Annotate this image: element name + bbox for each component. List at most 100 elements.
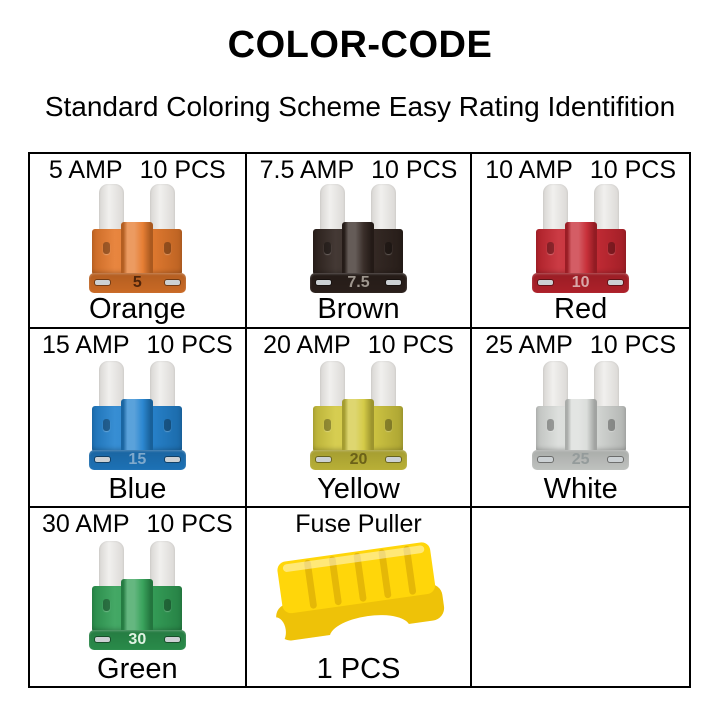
cell-header: Fuse Puller <box>295 510 422 539</box>
fuse-rivet <box>164 419 172 432</box>
fuse-rivet <box>546 419 554 432</box>
fuse-body <box>313 399 404 453</box>
fuse-band: 30 <box>88 630 186 651</box>
fuse-band: 20 <box>309 450 407 471</box>
color-name: Brown <box>317 293 400 326</box>
fuse-rivet <box>324 419 332 432</box>
fuse-grid: 5 AMP 10 PCS 5 Orange 7.5 AMP <box>28 152 691 688</box>
cell-header: 5 AMP 10 PCS <box>48 156 226 184</box>
cell-red: 10 AMP 10 PCS 10 Red <box>472 154 689 329</box>
fuse-contact-slot <box>385 457 401 463</box>
color-name: Red <box>554 293 608 326</box>
color-name: Green <box>97 652 178 685</box>
cell-yellow: 20 AMP 10 PCS 20 Yellow <box>246 328 473 509</box>
fuse-contact-slot <box>538 280 554 286</box>
fuse-bridge <box>121 222 154 276</box>
page-subtitle: Standard Coloring Scheme Easy Rating Ide… <box>44 91 676 122</box>
piece-count: 10 PCS <box>589 330 677 359</box>
fuse-image-green: 30 <box>87 541 187 651</box>
cell-header: 7.5 AMP 10 PCS <box>259 156 458 184</box>
cell-header: 20 AMP 10 PCS <box>263 330 454 359</box>
fuse-amp-number: 20 <box>349 451 368 469</box>
fuse-amp-number: 15 <box>128 451 147 469</box>
fuse-amp-number: 7.5 <box>347 274 370 292</box>
piece-count: 10 PCS <box>146 510 233 539</box>
fuse-contact-slot <box>94 637 110 643</box>
fuse-contact-slot <box>315 280 331 286</box>
fuse-band: 10 <box>532 273 630 294</box>
fuse-band: 15 <box>88 450 186 471</box>
piece-count: 10 PCS <box>139 156 226 184</box>
fuse-body <box>92 222 183 276</box>
fuse-image-white: 25 <box>531 361 631 471</box>
cell-fuse-puller: Fuse Puller <box>247 508 473 686</box>
amp-rating: 10 AMP <box>485 156 573 184</box>
cell-green: 30 AMP 10 PCS 30 Green <box>30 508 247 686</box>
fuse-rivet <box>164 599 172 612</box>
fuse-image-blue: 15 <box>87 361 187 471</box>
fuse-bridge <box>564 399 597 453</box>
fuse-contact-slot <box>608 280 624 286</box>
fuse-bridge <box>342 399 375 453</box>
cell-empty <box>472 508 689 686</box>
fuse-amp-number: 30 <box>128 631 147 649</box>
fuse-contact-slot <box>608 457 624 463</box>
fuse-rivet <box>103 242 111 255</box>
fuse-bridge <box>121 579 154 633</box>
cell-header: 30 AMP 10 PCS <box>42 510 233 539</box>
fuse-band: 7.5 <box>309 273 407 294</box>
fuse-bridge <box>121 399 154 453</box>
fuse-body <box>92 399 183 453</box>
piece-count: 10 PCS <box>367 330 454 359</box>
cell-orange: 5 AMP 10 PCS 5 Orange <box>30 154 247 329</box>
fuse-rivet <box>385 419 393 432</box>
fuse-image-orange: 5 <box>87 184 187 294</box>
fuse-rivet <box>546 242 554 255</box>
fuse-contact-slot <box>164 457 180 463</box>
fuse-contact-slot <box>94 457 110 463</box>
fuse-bridge <box>342 222 375 276</box>
piece-count: 10 PCS <box>146 330 233 359</box>
fuse-puller-title: Fuse Puller <box>295 510 422 539</box>
fuse-contact-slot <box>94 280 110 286</box>
fuse-puller-image <box>268 541 445 650</box>
fuse-amp-number: 10 <box>571 274 590 292</box>
color-name: White <box>543 472 618 505</box>
amp-rating: 15 AMP <box>41 330 130 359</box>
fuse-bridge <box>564 222 597 276</box>
fuse-amp-number: 5 <box>132 274 142 292</box>
cell-blue: 15 AMP 10 PCS 15 Blue <box>30 328 247 509</box>
fuse-contact-slot <box>385 280 401 286</box>
cell-header: 15 AMP 10 PCS <box>41 330 233 359</box>
cell-header: 25 AMP 10 PCS <box>485 330 677 359</box>
fuse-contact-slot <box>164 637 180 643</box>
fuse-body <box>313 222 404 276</box>
fuse-rivet <box>164 242 172 255</box>
color-name: Yellow <box>317 472 400 505</box>
page-title: COLOR-CODE <box>227 24 493 66</box>
color-name: Orange <box>88 293 186 326</box>
fuse-band: 25 <box>532 450 630 471</box>
fuse-rivet <box>103 419 111 432</box>
color-name: Blue <box>108 472 167 505</box>
amp-rating: 5 AMP <box>48 156 123 184</box>
fuse-rivet <box>103 599 111 612</box>
fuse-contact-slot <box>164 280 180 286</box>
fuse-image-red: 10 <box>531 184 631 294</box>
fuse-body <box>535 222 626 276</box>
amp-rating: 7.5 AMP <box>259 156 355 184</box>
cell-white: 25 AMP 10 PCS 25 White <box>472 329 689 509</box>
fuse-image-yellow: 20 <box>308 361 408 471</box>
piece-count: 10 PCS <box>589 156 677 184</box>
fuse-band: 5 <box>88 273 186 294</box>
fuse-body <box>535 399 626 453</box>
fuse-body <box>92 579 183 633</box>
cell-header: 10 AMP 10 PCS <box>485 156 677 184</box>
fuse-contact-slot <box>538 457 554 463</box>
fuse-amp-number: 25 <box>571 451 590 469</box>
piece-count: 10 PCS <box>371 156 458 184</box>
fuse-contact-slot <box>315 457 331 463</box>
cell-brown: 7.5 AMP 10 PCS 7.5 Brown <box>246 154 473 329</box>
fuse-rivet <box>385 242 393 255</box>
